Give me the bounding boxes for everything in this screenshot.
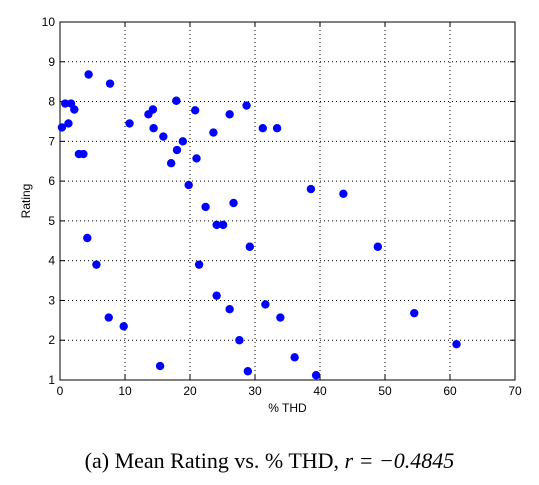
data-point <box>148 105 158 114</box>
data-point <box>225 304 234 314</box>
x-axis-label: % THD <box>268 401 307 415</box>
x-tick-label: 50 <box>378 384 392 398</box>
data-point <box>235 336 244 345</box>
data-point <box>155 361 165 371</box>
data-point <box>245 242 254 251</box>
x-tick-label: 10 <box>118 384 132 398</box>
y-tick-label: 4 <box>48 254 55 268</box>
data-point <box>229 198 238 208</box>
y-tick-label: 1 <box>48 373 55 387</box>
y-tick-label: 7 <box>48 134 55 148</box>
data-point <box>201 202 210 212</box>
x-tick-label: 70 <box>508 384 522 398</box>
data-point <box>261 300 270 309</box>
axis-ticks: 0 10 20 30 40 50 60 70 1 2 3 4 5 6 7 8 9 10 <box>42 15 522 398</box>
data-point <box>166 159 176 168</box>
x-tick-label: 20 <box>183 384 197 398</box>
data-point <box>119 322 128 331</box>
y-tick-label: 10 <box>42 15 56 29</box>
data-point <box>64 119 73 128</box>
y-axis-label: Rating <box>19 184 33 219</box>
x-tick-label: 30 <box>248 384 262 398</box>
data-point <box>184 180 193 190</box>
x-tick-label: 40 <box>313 384 327 398</box>
y-tick-label: 3 <box>48 293 55 307</box>
y-tick-label: 8 <box>48 95 55 109</box>
data-point <box>104 313 113 322</box>
grid-lines <box>60 22 515 380</box>
data-point <box>60 99 70 108</box>
data-point <box>172 96 181 105</box>
data-point <box>212 291 221 300</box>
data-point <box>306 184 316 194</box>
y-tick-label: 2 <box>48 333 55 347</box>
data-point <box>272 124 282 133</box>
data-point <box>84 70 93 79</box>
x-tick-label: 60 <box>443 384 457 398</box>
x-tick-label: 0 <box>57 384 64 398</box>
data-point <box>178 137 188 146</box>
data-points <box>57 70 461 380</box>
data-point <box>212 220 221 230</box>
data-point <box>225 110 234 119</box>
data-point <box>70 105 79 114</box>
data-point <box>276 313 285 322</box>
y-tick-label: 6 <box>48 174 55 188</box>
scatter-chart: 0 10 20 30 40 50 60 70 1 2 3 4 5 6 7 8 9 10 % THD Rating <box>19 15 522 415</box>
data-point <box>194 260 204 269</box>
data-point <box>79 149 88 159</box>
data-point <box>191 106 200 115</box>
data-point <box>258 124 267 133</box>
data-point <box>57 123 67 132</box>
data-point <box>172 145 182 155</box>
data-point <box>149 124 158 133</box>
data-point <box>311 371 321 380</box>
data-point <box>242 101 251 110</box>
data-point <box>452 340 461 349</box>
data-point <box>339 189 348 199</box>
data-point <box>218 220 228 230</box>
data-point <box>410 308 419 318</box>
data-point <box>159 132 168 141</box>
data-point <box>83 233 92 243</box>
caption-text: (a) Mean Rating vs. % THD, <box>84 448 345 473</box>
data-point <box>209 128 218 137</box>
data-point <box>92 260 101 269</box>
data-point <box>373 242 383 251</box>
plot-frame <box>59 21 516 381</box>
figure-caption: (a) Mean Rating vs. % THD, r = −0.4845 <box>0 448 539 474</box>
data-point <box>243 367 253 376</box>
y-tick-label: 5 <box>48 214 55 228</box>
caption-correlation: r = −0.4845 <box>344 448 455 473</box>
data-point <box>125 119 134 128</box>
data-point <box>290 353 299 362</box>
data-point <box>192 154 201 163</box>
data-point <box>105 79 115 88</box>
y-tick-label: 9 <box>48 55 55 69</box>
